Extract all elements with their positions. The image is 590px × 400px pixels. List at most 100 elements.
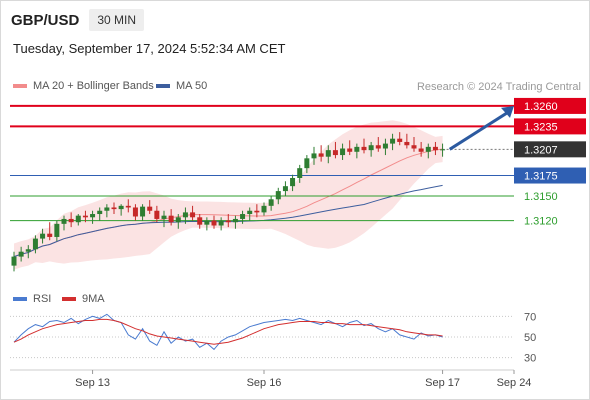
candle [225, 220, 231, 223]
candle [404, 141, 410, 146]
symbol-title: GBP/USD [11, 11, 80, 29]
candle [204, 220, 210, 225]
candle [61, 218, 67, 224]
rsi-level-label-30: 30 [524, 353, 536, 365]
candle [47, 233, 53, 237]
level-tag-1.3235 [514, 118, 586, 135]
candle [132, 207, 138, 217]
candle [18, 251, 24, 257]
candle [104, 207, 110, 211]
forecast-arrow [448, 111, 508, 151]
candle [368, 145, 374, 151]
rsi-line [13, 313, 443, 351]
candle [361, 146, 367, 151]
level-tag-1.3175 [514, 167, 586, 184]
candle [304, 158, 310, 169]
rsi-level-label-70: 70 [524, 311, 536, 323]
legend-ma20-label: MA 20 + Bollinger Bands [33, 80, 154, 92]
candle [340, 148, 346, 156]
candle [318, 153, 324, 157]
x-tick-label: Sep 16 [247, 377, 282, 389]
candle [440, 149, 446, 151]
credit-text: Research © 2024 Trading Central [416, 81, 581, 93]
candle [297, 168, 303, 178]
legend-rsi: RSI [13, 293, 51, 305]
candle [154, 210, 160, 219]
candle [68, 218, 74, 223]
level-label-1.3235: 1.3235 [524, 121, 558, 133]
candle [247, 210, 253, 215]
x-tick-label: Sep 17 [425, 377, 460, 389]
rsi-swatch [13, 297, 27, 301]
ma50-swatch [156, 84, 170, 88]
rsi-level-label-50: 50 [524, 332, 536, 344]
candle [54, 223, 60, 237]
level-label-1.3260: 1.3260 [524, 101, 558, 113]
candle [218, 220, 224, 226]
candle [397, 138, 403, 142]
candle [254, 210, 260, 213]
candle [140, 206, 146, 217]
candle [182, 212, 188, 218]
level-tag-1.3260 [514, 97, 586, 114]
candle [282, 186, 288, 192]
x-tick-label: Sep 24 [497, 377, 532, 389]
candle [40, 233, 46, 239]
legend-ma50: MA 50 [156, 80, 207, 92]
candle [240, 214, 246, 219]
current-price-tag [514, 141, 586, 158]
candle [375, 145, 381, 149]
candle [332, 150, 338, 156]
legend-ma9: 9MA [62, 293, 105, 305]
legend-ma50-label: MA 50 [176, 80, 208, 92]
candle [168, 215, 174, 223]
level-label-1.3120: 1.3120 [524, 216, 558, 228]
current-price-label: 1.3207 [524, 144, 558, 156]
candle [425, 146, 431, 152]
candle [268, 199, 274, 206]
forecast-arrow-head [501, 105, 514, 118]
legend-ma9-label: 9MA [82, 293, 105, 305]
candle [125, 205, 131, 208]
level-label-1.3150: 1.3150 [524, 191, 558, 203]
candle [190, 212, 196, 218]
candle [432, 146, 438, 151]
chart-header: GBP/USD 30 MIN [11, 8, 145, 32]
candle [232, 218, 238, 223]
candle [347, 148, 353, 152]
candle [290, 177, 296, 187]
legend-rsi-label: RSI [33, 293, 52, 305]
candle [32, 238, 38, 250]
ma20-swatch [13, 84, 27, 88]
candle [411, 145, 417, 149]
candle [118, 205, 124, 210]
candle [90, 214, 96, 218]
candle [382, 143, 388, 149]
candle [261, 205, 267, 213]
candle [390, 138, 396, 144]
x-tick-label: Sep 13 [75, 377, 110, 389]
candle [311, 153, 317, 159]
candle [147, 206, 153, 211]
candle [175, 217, 181, 223]
candle [11, 256, 17, 266]
legend-ma20-bb: MA 20 + Bollinger Bands [13, 80, 154, 92]
candle [354, 146, 360, 152]
candle [211, 220, 217, 226]
candle [197, 217, 203, 225]
candle [25, 249, 31, 252]
candle [75, 215, 81, 223]
candle [418, 148, 424, 152]
candle [82, 215, 88, 218]
level-label-1.3175: 1.3175 [524, 171, 558, 183]
candle [325, 150, 331, 157]
candle [275, 191, 281, 200]
ma9-swatch [62, 297, 76, 301]
rsi-ma-line [13, 318, 443, 345]
timeframe-badge[interactable]: 30 MIN [89, 9, 145, 31]
candle [111, 207, 117, 210]
candle [97, 210, 103, 215]
timestamp: Tuesday, September 17, 2024 5:52:34 AM C… [13, 41, 286, 56]
candle [161, 215, 167, 219]
